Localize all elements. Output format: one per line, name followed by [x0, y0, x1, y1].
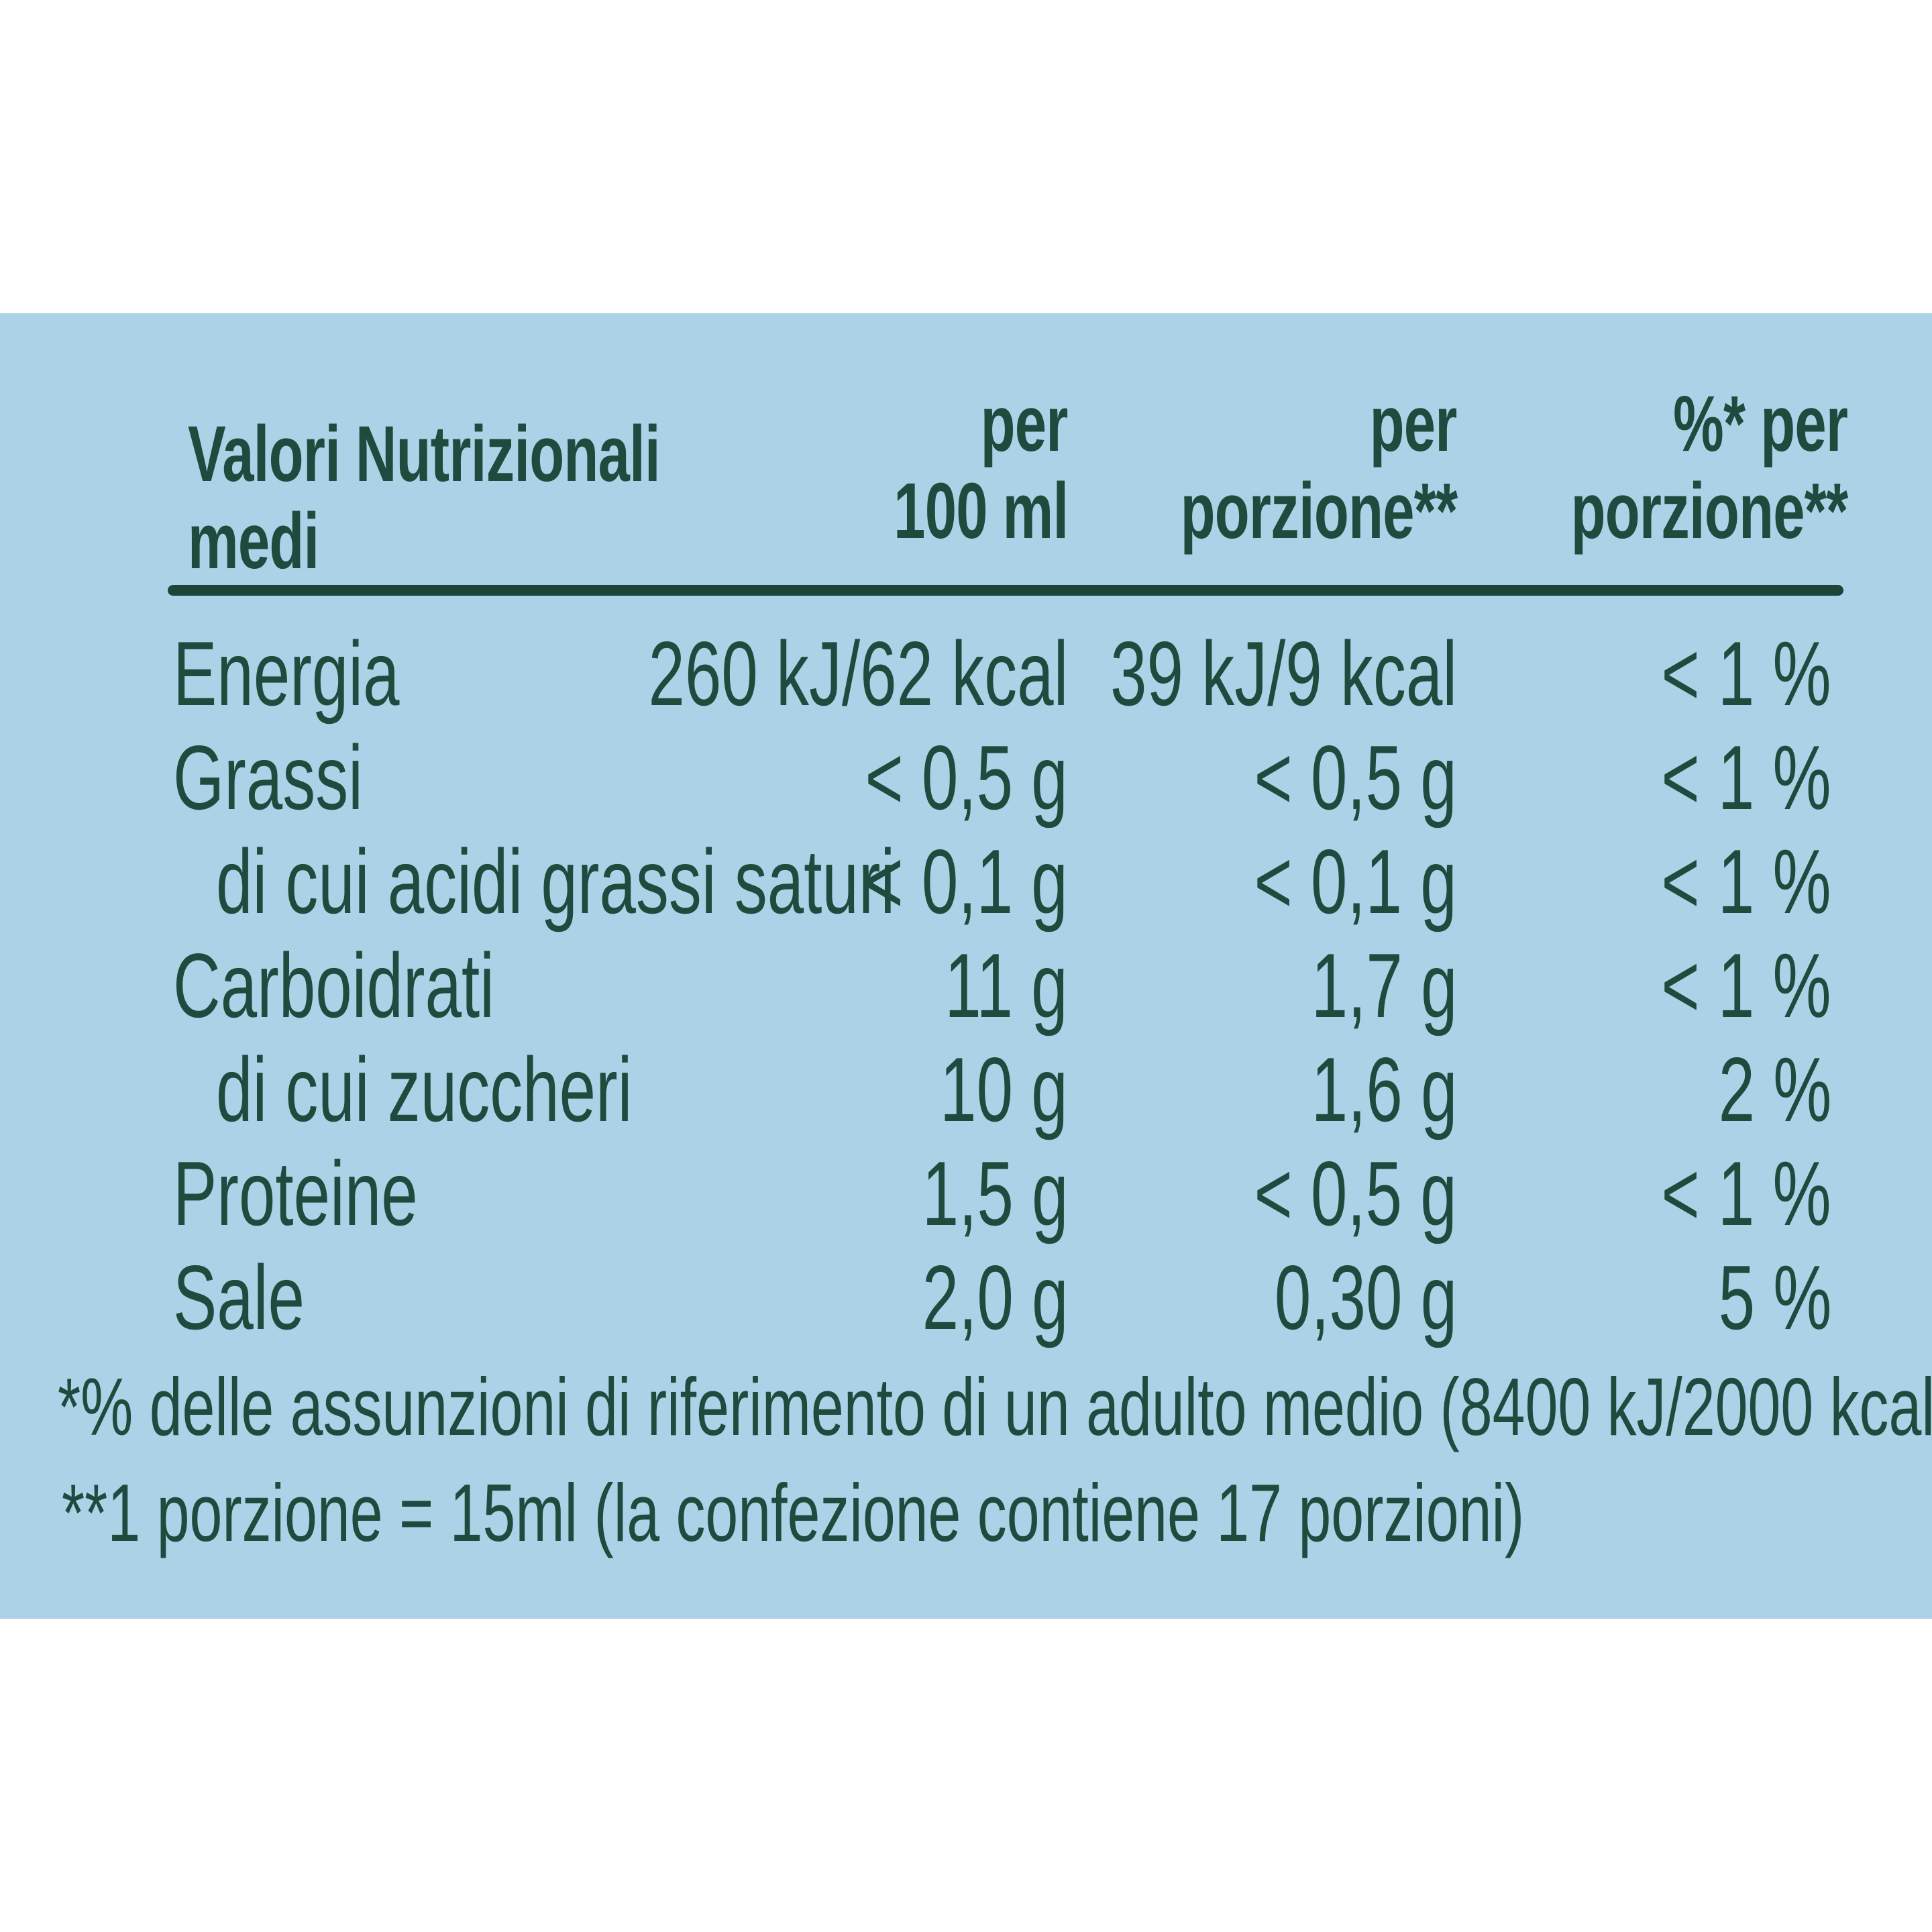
header-label-line1: Valori Nutrizionali	[188, 410, 661, 498]
row-label: Energia	[173, 623, 400, 724]
header-divider	[168, 585, 1843, 596]
table-row-saturi: di cui acidi grassi saturi < 0,1 g < 0,1…	[0, 830, 1932, 934]
header-per-100ml: per 100 ml	[826, 380, 1069, 555]
table-row-carboidrati: Carboidrati 11 g 1,7 g < 1 %	[0, 934, 1932, 1038]
table-row-grassi: Grassi < 0,5 g < 0,5 g < 1 %	[0, 726, 1932, 830]
table-row-energia: Energia 260 kJ/62 kcal 39 kJ/9 kcal < 1 …	[0, 622, 1932, 726]
row-ri-percent: < 1 %	[1661, 934, 1831, 1036]
header-label: Valori Nutrizionali medi	[188, 411, 844, 585]
row-per-100ml: 2,0 g	[922, 1246, 1068, 1348]
row-label: Carboidrati	[173, 934, 494, 1036]
row-per-portion: 1,6 g	[1311, 1038, 1457, 1140]
row-ri-percent: < 1 %	[1661, 830, 1831, 932]
row-per-100ml: < 0,5 g	[865, 727, 1068, 828]
row-label: Proteine	[173, 1142, 418, 1244]
header-col1-line2: 100 ml	[893, 467, 1069, 555]
row-label: Sale	[173, 1246, 305, 1348]
row-per-portion: 39 kJ/9 kcal	[1110, 623, 1457, 724]
header-col2-line2: porzione**	[1180, 467, 1458, 555]
header-per-portion: per porzione**	[1073, 380, 1458, 555]
footnote-portion-size: **1 porzione = 15ml (la confezione conti…	[62, 1467, 1525, 1558]
row-per-portion: < 0,5 g	[1254, 1142, 1457, 1244]
row-per-100ml: 1,5 g	[922, 1142, 1068, 1244]
header-label-line2: medi	[188, 497, 319, 586]
row-per-portion: 1,7 g	[1311, 934, 1457, 1036]
row-per-100ml: 10 g	[940, 1038, 1068, 1140]
row-per-100ml: 260 kJ/62 kcal	[648, 623, 1068, 724]
row-ri-percent: < 1 %	[1661, 1142, 1831, 1244]
row-label: di cui acidi grassi saturi	[216, 830, 896, 932]
row-per-portion: < 0,5 g	[1254, 727, 1457, 828]
row-per-portion: 0,30 g	[1274, 1246, 1457, 1348]
header-col1-line1: per	[980, 380, 1069, 468]
table-row-proteine: Proteine 1,5 g < 0,5 g < 1 %	[0, 1142, 1932, 1246]
row-per-100ml: < 0,1 g	[865, 830, 1068, 932]
row-ri-percent: < 1 %	[1661, 727, 1831, 828]
footnote-reference-intake: *% delle assunzioni di riferimento di un…	[58, 1361, 1932, 1452]
row-label: Grassi	[173, 727, 363, 828]
table-row-zuccheri: di cui zuccheri 10 g 1,6 g 2 %	[0, 1038, 1932, 1142]
row-ri-percent: < 1 %	[1661, 623, 1831, 724]
header-col3-line2: porzione**	[1570, 467, 1848, 555]
header-ri-percent: %* per porzione**	[1463, 380, 1848, 555]
header-col3-line1: %* per	[1672, 380, 1848, 468]
row-per-100ml: 11 g	[945, 934, 1068, 1036]
row-ri-percent: 2 %	[1718, 1038, 1831, 1140]
header-col2-line1: per	[1369, 380, 1458, 468]
row-ri-percent: 5 %	[1718, 1246, 1831, 1348]
nutrition-panel: Valori Nutrizionali medi per 100 ml per …	[0, 313, 1932, 1619]
row-label: di cui zuccheri	[216, 1038, 633, 1140]
row-per-portion: < 0,1 g	[1254, 830, 1457, 932]
table-row-sale: Sale 2,0 g 0,30 g 5 %	[0, 1246, 1932, 1350]
